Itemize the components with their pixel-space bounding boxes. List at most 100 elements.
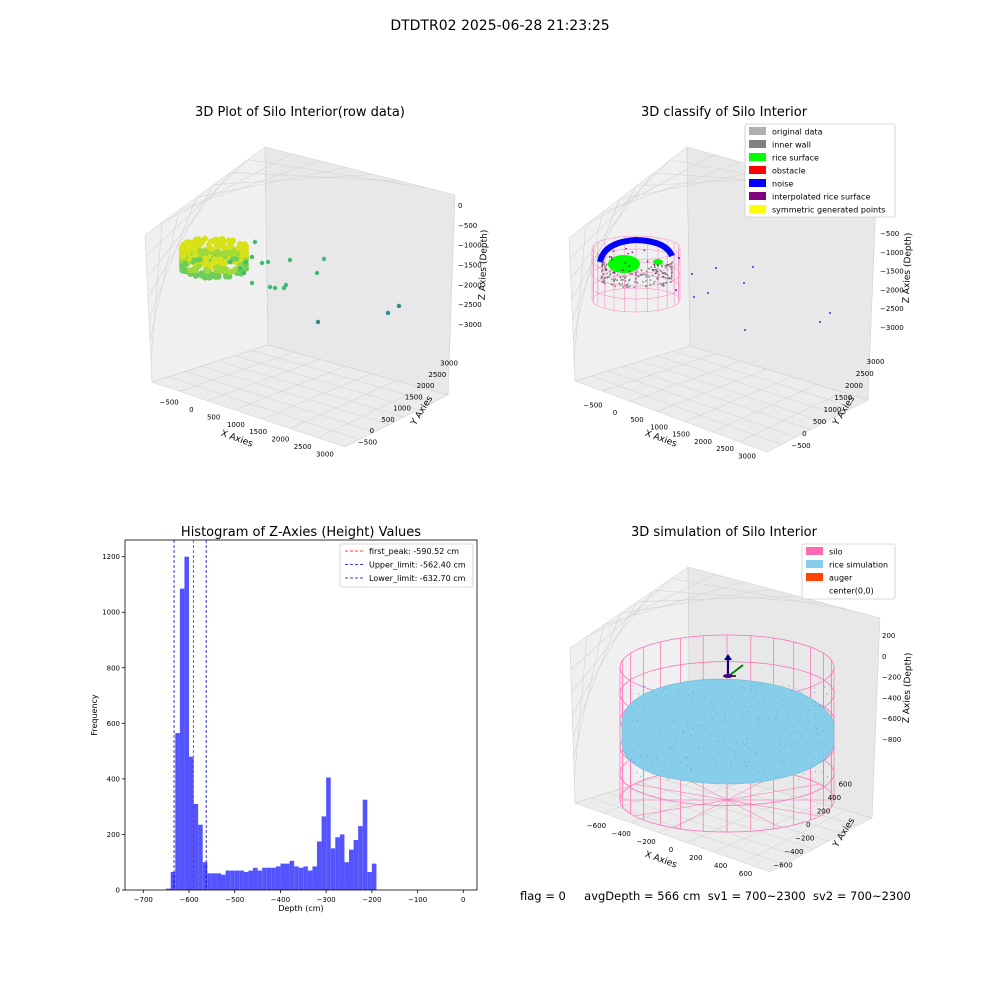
rice-simulation-point [772, 708, 774, 710]
classify-inner-wall-point [610, 283, 613, 285]
raw-x-tick: 2000 [271, 436, 289, 444]
raw-point [219, 235, 226, 242]
raw-point [214, 264, 221, 271]
classify-inner-wall-point [607, 276, 610, 278]
classify-inner-wall-point [602, 280, 604, 283]
rice-simulation-point [768, 716, 770, 718]
classify-inner-wall-point [657, 265, 660, 267]
rice-simulation-point [747, 737, 749, 739]
rice-simulation-point [756, 753, 758, 755]
simulation-legend-swatch [806, 547, 823, 555]
rice-simulation-point [754, 751, 756, 753]
simulation-z-tick: −400 [882, 694, 901, 702]
raw-point [283, 282, 289, 288]
raw-point [207, 238, 214, 245]
rice-simulation-point [801, 760, 803, 762]
classify-inner-wall-point [636, 282, 639, 284]
rice-simulation-point [723, 693, 725, 695]
classify-inner-wall-point [603, 261, 605, 264]
rice-simulation-point [724, 720, 726, 722]
histogram-bar [262, 867, 267, 890]
rice-simulation-point [702, 746, 704, 748]
rice-simulation-point [814, 770, 816, 772]
rice-simulation-point [655, 755, 657, 757]
classify-interpolated-point [605, 268, 607, 270]
rice-simulation-point [779, 703, 781, 705]
rice-simulation-point [710, 713, 712, 715]
rice-simulation-point [663, 750, 665, 752]
rice-simulation-point [656, 758, 658, 760]
classify-noise-point [675, 289, 677, 291]
histogram-legend-label: Upper_limit: -562.40 cm [369, 561, 466, 570]
raw-point [242, 243, 249, 250]
rice-simulation-point [715, 712, 717, 714]
simulation-x-tick: −400 [612, 830, 631, 838]
raw-point [203, 250, 210, 257]
simulation-x-tick: 400 [714, 862, 727, 870]
rice-simulation-point [692, 690, 694, 692]
rice-simulation-point [748, 760, 750, 762]
histogram-bar [266, 867, 272, 890]
classify-y-tick: −500 [791, 442, 810, 450]
rice-simulation-point [750, 688, 752, 690]
rice-simulation-point [662, 690, 664, 692]
rice-simulation-point [791, 762, 793, 764]
classify-y-tick: 2000 [845, 382, 863, 390]
rice-simulation-point [632, 720, 634, 722]
figure-title: DTDTR02 2025-06-28 21:23:25 [390, 18, 610, 34]
simulation-legend-swatch [806, 560, 823, 568]
classify-inner-wall-point [670, 272, 673, 274]
classify-x-tick: 1500 [672, 431, 690, 439]
rice-simulation-point [755, 692, 757, 694]
classify-legend-label: original data [772, 128, 823, 137]
rice-simulation-point [686, 764, 688, 766]
classify-inner-wall-point [608, 270, 611, 273]
classify-inner-wall-point [670, 277, 673, 280]
rice-simulation-point [713, 718, 715, 720]
histogram-x-tick-label: −200 [362, 896, 381, 904]
rice-simulation-point [761, 746, 763, 748]
classify-interpolated-point [631, 273, 633, 275]
classify-inner-wall-point [665, 266, 667, 269]
rice-simulation-point [673, 750, 675, 752]
rice-simulation-point [744, 744, 746, 746]
histogram-bar [221, 874, 226, 890]
rice-simulation-point [779, 751, 781, 753]
rice-simulation-point [777, 695, 779, 697]
raw-point [234, 251, 241, 258]
classify-interpolated-point [635, 274, 637, 276]
simulation-3d-panel: 3D simulation of Silo Interior −600−400−… [569, 525, 914, 878]
classify-x-ticks: −500 0 500 1000 1500 2000 2500 3000 [583, 402, 756, 461]
classify-interpolated-point [656, 270, 658, 273]
raw-z-tick: −3000 [458, 321, 482, 329]
classify-inner-wall-point [656, 272, 658, 274]
classify-inner-wall-point [606, 276, 609, 279]
rice-simulation-point [799, 719, 801, 721]
simulation-y-tick: 400 [828, 794, 841, 802]
raw-point [187, 267, 194, 274]
rice-simulation-point [685, 757, 687, 759]
rice-simulation-point [764, 702, 766, 704]
rice-simulation-point [695, 733, 697, 735]
simulation-y-tick: −600 [773, 861, 792, 869]
auger-center [723, 674, 733, 678]
rice-simulation-point [733, 701, 735, 703]
rice-simulation-point [692, 692, 694, 694]
raw-point [231, 267, 238, 274]
classify-inner-wall-point [645, 280, 647, 282]
raw-point [191, 257, 198, 264]
rice-simulation-point [644, 685, 646, 687]
rice-simulation-point [705, 767, 707, 769]
rice-simulation-point [750, 705, 752, 707]
raw-point [220, 244, 227, 251]
rice-simulation-point [781, 698, 783, 700]
histogram-title: Histogram of Z-Axies (Height) Values [181, 525, 421, 540]
silo-spoke [673, 799, 728, 828]
rice-simulation-point [653, 758, 655, 760]
histogram-bar [362, 799, 368, 890]
rice-simulation-point [733, 757, 735, 759]
classify-inner-wall-point [625, 276, 627, 278]
rice-simulation-point [714, 763, 716, 765]
rice-simulation-point [758, 716, 760, 718]
rice-simulation-point [668, 740, 670, 742]
